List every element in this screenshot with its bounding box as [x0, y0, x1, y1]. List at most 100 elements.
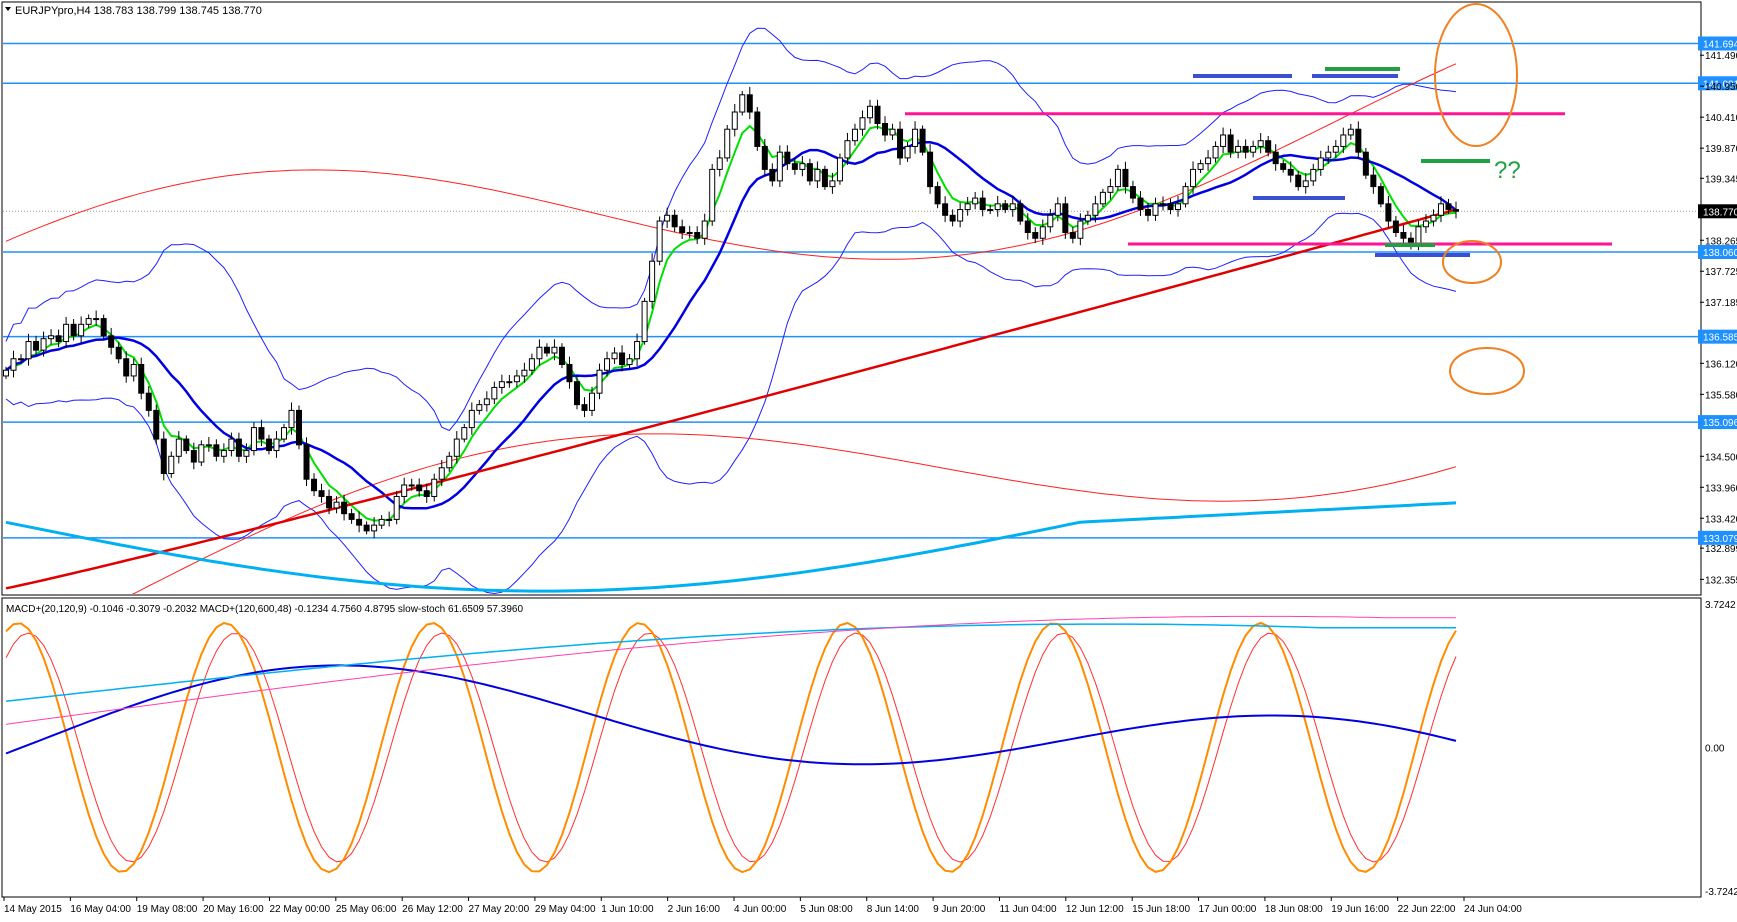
candle-body	[198, 444, 205, 463]
candle-body	[1175, 203, 1182, 211]
candle-body	[1159, 203, 1166, 206]
candle-body	[1445, 203, 1452, 211]
candle-body	[1295, 174, 1302, 188]
candle-body	[40, 338, 47, 351]
candle-body	[160, 438, 167, 475]
candle-body	[1054, 203, 1061, 216]
user-annotations[interactable]: ??	[905, 3, 1612, 395]
candle-body	[446, 455, 453, 469]
candle-body	[190, 450, 197, 463]
candle-body	[1077, 220, 1084, 239]
price-tick-label: 141.490	[1705, 51, 1737, 62]
question-annotation: ??	[1494, 157, 1521, 184]
annotation-ellipse[interactable]	[1449, 347, 1525, 395]
title-dropdown-icon[interactable]	[5, 7, 11, 11]
candle-body	[1137, 197, 1144, 211]
candle-body	[799, 163, 806, 170]
price-plot-area[interactable]: 141.694 141.001 138.060 136.585 135.096 133.0…	[3, 3, 1737, 658]
level-price-tag	[1698, 245, 1737, 260]
time-tick-label: 22 May 00:00	[269, 904, 330, 915]
candle-body	[378, 518, 385, 526]
candle-body	[1197, 163, 1204, 170]
candle-body	[48, 335, 55, 340]
candle-body	[1024, 220, 1031, 234]
candle-body	[836, 157, 843, 182]
candle-body	[235, 438, 242, 457]
candle-body	[536, 346, 543, 360]
candle-body	[814, 168, 821, 182]
price-tick-label: 137.185	[1705, 298, 1737, 309]
candle-body	[731, 111, 738, 130]
candle-body	[964, 203, 971, 211]
indicator-plot-area[interactable]: MACD+(20,120,9) -0.1046 -0.3079 -0.2032 …	[5, 604, 1457, 874]
ma-slow-line	[5, 208, 1457, 590]
horizontal-levels[interactable]: 141.694 141.001 138.060 136.585 135.096 133.0…	[3, 36, 1737, 545]
time-tick-label: 25 May 06:00	[336, 904, 397, 915]
bollinger-upper	[5, 27, 1457, 432]
candle-body	[1235, 145, 1242, 153]
price-tick-label: 136.120	[1705, 359, 1737, 370]
candle-body	[258, 427, 265, 440]
candle-body	[1242, 145, 1249, 153]
candle-body	[656, 220, 663, 262]
candle-body	[100, 318, 107, 337]
candle-body	[491, 386, 498, 400]
time-tick-label: 20 May 16:00	[203, 904, 264, 915]
envelope-lower	[132, 433, 1457, 594]
candle-body	[1310, 168, 1317, 182]
candle-body	[1032, 232, 1039, 239]
annotation-ellipse[interactable]	[1434, 3, 1518, 147]
time-tick-label: 9 Jun 20:00	[933, 904, 986, 915]
candle-body	[1205, 157, 1212, 165]
candle-body	[1437, 203, 1444, 216]
current-price-marker: 138.770	[1698, 204, 1737, 219]
macd-fast-line	[5, 664, 1457, 766]
candle-body	[912, 128, 919, 147]
candle-body	[1280, 163, 1287, 170]
bollinger-bands	[5, 27, 1457, 594]
price-tick-label: 133.420	[1705, 514, 1737, 525]
candle-body	[506, 381, 513, 384]
candle-body	[671, 214, 678, 228]
candle-body	[558, 346, 565, 365]
candle-body	[401, 484, 408, 497]
time-tick-label: 18 Jun 08:00	[1265, 904, 1323, 915]
time-tick-label: 29 May 04:00	[535, 904, 596, 915]
candle-body	[416, 484, 423, 492]
price-tick-label: 132.899	[1705, 544, 1737, 555]
annotation-ellipse[interactable]	[1442, 240, 1502, 284]
candle-body	[739, 94, 746, 113]
candle-body	[1144, 209, 1151, 216]
candle-body	[333, 501, 340, 509]
time-tick-label: 5 Jun 08:00	[800, 904, 853, 915]
level-price-tag	[1698, 415, 1737, 430]
indicator-frame	[1, 597, 1702, 898]
candle-body	[821, 168, 828, 188]
candle-body	[581, 404, 588, 411]
current-price-box	[1698, 204, 1737, 219]
candle-body	[1182, 186, 1189, 205]
stoch-signal-line	[5, 632, 1457, 863]
price-tick-label: 135.580	[1705, 390, 1737, 401]
candle-body	[63, 323, 70, 343]
candle-body	[1317, 157, 1324, 170]
level-price-label: 133.079	[1703, 534, 1737, 545]
time-tick-label: 19 May 08:00	[137, 904, 198, 915]
moving-averages	[5, 124, 1457, 593]
level-price-tag	[1698, 329, 1737, 344]
candle-body	[1129, 186, 1136, 199]
candle-body	[987, 209, 994, 212]
candle-body	[423, 490, 430, 497]
price-axis[interactable]: 141.490140.950140.410139.870139.345138.8…	[1700, 51, 1737, 586]
level-price-label: 135.096	[1703, 418, 1737, 429]
level-price-tag	[1698, 36, 1737, 51]
candle-body	[649, 260, 656, 302]
candle-body	[874, 105, 881, 124]
candle-body	[844, 140, 851, 159]
candle-body	[686, 232, 693, 235]
candle-body	[904, 145, 911, 159]
candle-body	[1220, 134, 1227, 147]
time-tick-label: 1 Jun 10:00	[601, 904, 654, 915]
